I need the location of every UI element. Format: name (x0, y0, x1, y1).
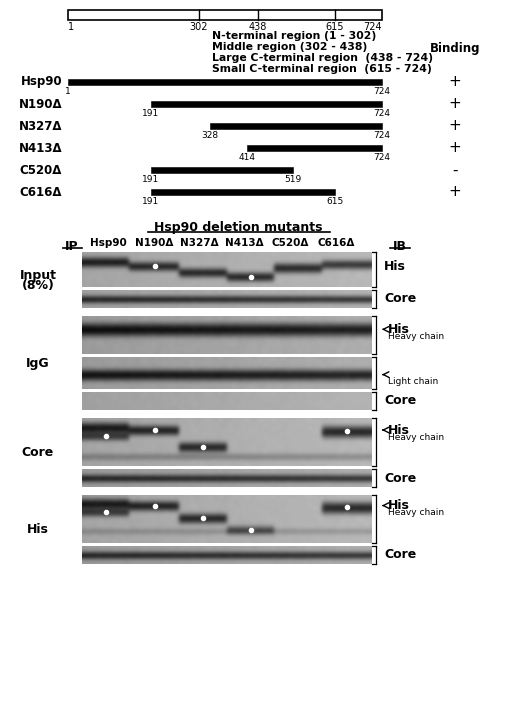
Text: 1: 1 (65, 87, 71, 95)
Text: His: His (27, 523, 49, 536)
Text: +: + (448, 97, 462, 111)
Text: IB: IB (393, 240, 407, 253)
Text: 724: 724 (374, 131, 390, 139)
Text: Light chain: Light chain (388, 377, 438, 386)
Text: 724: 724 (374, 108, 390, 118)
Text: N327Δ: N327Δ (19, 120, 62, 133)
Text: C616Δ: C616Δ (20, 186, 62, 199)
Text: Small C-terminal region  (615 - 724): Small C-terminal region (615 - 724) (212, 64, 432, 74)
Text: N-terminal region (1 - 302): N-terminal region (1 - 302) (212, 31, 376, 41)
Text: 724: 724 (374, 152, 390, 162)
Text: N413Δ: N413Δ (18, 142, 62, 155)
Text: Heavy chain: Heavy chain (388, 332, 444, 341)
Text: 328: 328 (201, 131, 219, 139)
Text: Core: Core (384, 471, 416, 484)
Text: His: His (388, 499, 410, 512)
Text: N190Δ: N190Δ (18, 97, 62, 110)
Text: +: + (448, 185, 462, 199)
Text: 724: 724 (364, 22, 382, 32)
Text: Core: Core (384, 292, 416, 305)
Text: +: + (448, 74, 462, 90)
Text: 302: 302 (189, 22, 208, 32)
Text: His: His (384, 259, 406, 272)
Text: Large C-terminal region  (438 - 724): Large C-terminal region (438 - 724) (212, 53, 433, 63)
Bar (150, 101, 382, 107)
Text: (8%): (8%) (22, 279, 55, 292)
Text: IP: IP (65, 240, 79, 253)
Text: Middle region (302 - 438): Middle region (302 - 438) (212, 42, 367, 52)
Text: Heavy chain: Heavy chain (388, 432, 444, 441)
Text: Input: Input (20, 269, 57, 282)
Bar (68, 79, 382, 85)
Text: 438: 438 (248, 22, 267, 32)
Bar (68, 10, 382, 20)
Text: -: - (452, 162, 458, 178)
Text: Hsp90: Hsp90 (89, 238, 126, 248)
Text: Binding: Binding (430, 42, 480, 55)
Text: +: + (448, 118, 462, 134)
Text: C616Δ: C616Δ (317, 238, 355, 248)
Text: Hsp90 deletion mutants: Hsp90 deletion mutants (154, 221, 322, 234)
Text: 1: 1 (68, 22, 74, 32)
Text: +: + (448, 141, 462, 155)
Text: His: His (388, 424, 410, 437)
Text: 191: 191 (142, 196, 159, 206)
Text: C520Δ: C520Δ (20, 163, 62, 176)
Text: Heavy chain: Heavy chain (388, 508, 444, 517)
Text: His: His (388, 323, 410, 336)
Text: N190Δ: N190Δ (135, 238, 173, 248)
Bar (210, 123, 382, 129)
Text: Hsp90: Hsp90 (20, 76, 62, 89)
Text: Core: Core (384, 549, 416, 562)
Text: 724: 724 (374, 87, 390, 95)
Text: 519: 519 (284, 175, 301, 183)
Text: 414: 414 (239, 152, 256, 162)
Text: N413Δ: N413Δ (225, 238, 263, 248)
Text: N327Δ: N327Δ (180, 238, 218, 248)
Text: Core: Core (384, 394, 416, 407)
Bar (247, 145, 382, 151)
Bar (150, 189, 335, 195)
Text: 615: 615 (326, 196, 343, 206)
Text: C520Δ: C520Δ (271, 238, 309, 248)
Text: 191: 191 (142, 175, 159, 183)
Text: 615: 615 (325, 22, 344, 32)
Text: 191: 191 (142, 108, 159, 118)
Text: IgG: IgG (26, 357, 50, 370)
Text: Core: Core (22, 446, 54, 459)
Bar (150, 167, 293, 173)
